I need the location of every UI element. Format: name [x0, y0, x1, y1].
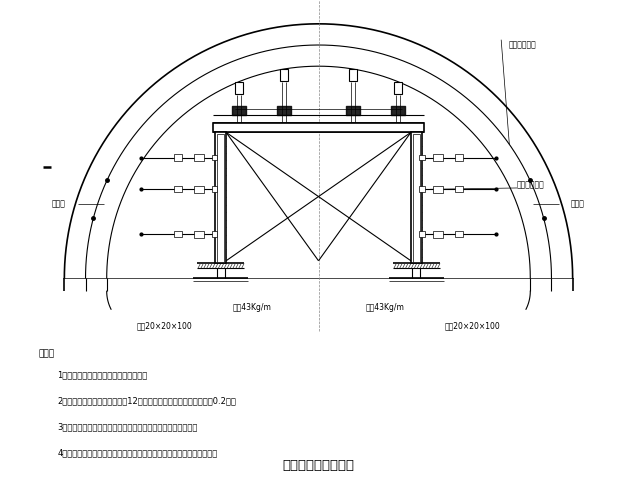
- Bar: [280, 69, 289, 81]
- Text: 3、台车脚采用在边墙脚内的预埋件固定，以防砼灌注时内移。: 3、台车脚采用在边墙脚内的预埋件固定，以防砼灌注时内移。: [57, 422, 197, 431]
- Bar: [235, 82, 243, 94]
- Bar: [174, 154, 182, 161]
- Bar: [217, 134, 224, 262]
- Text: 2、采用整体式模板台车，长度12米，下一组和上一组模板搭接长度0.2米；: 2、采用整体式模板台车，长度12米，下一组和上一组模板搭接长度0.2米；: [57, 396, 236, 405]
- Bar: [211, 154, 217, 161]
- Bar: [213, 123, 424, 132]
- Bar: [419, 231, 425, 237]
- Text: 台车固定镙杆: 台车固定镙杆: [517, 181, 545, 190]
- Bar: [433, 154, 443, 161]
- Text: 4、靠近拱脚处的模板支撑采用套筒镙杆，其余部分采用油缸调节模板。: 4、靠近拱脚处的模板支撑采用套筒镙杆，其余部分采用油缸调节模板。: [57, 448, 218, 457]
- Bar: [211, 231, 217, 237]
- Text: 隧道内轮廓线: 隧道内轮廓线: [509, 41, 537, 50]
- Bar: [215, 132, 226, 263]
- Text: 说明：: 说明：: [38, 349, 54, 358]
- Bar: [419, 154, 425, 161]
- Bar: [194, 230, 204, 238]
- Bar: [194, 185, 204, 193]
- Bar: [211, 186, 217, 192]
- Bar: [411, 132, 422, 263]
- Text: 模板台车结构示意图: 模板台车结构示意图: [282, 459, 355, 472]
- Bar: [348, 69, 357, 81]
- Bar: [174, 186, 182, 193]
- Text: 预埋件: 预埋件: [52, 199, 66, 208]
- Text: 枕木20×20×100: 枕木20×20×100: [137, 321, 193, 330]
- Bar: [394, 82, 402, 94]
- Bar: [433, 185, 443, 193]
- Text: 1、本图仅为示意，本图单位以厘米计；: 1、本图仅为示意，本图单位以厘米计；: [57, 370, 148, 380]
- Text: 预埋件: 预埋件: [571, 199, 585, 208]
- Bar: [194, 154, 204, 161]
- Text: 枕木20×20×100: 枕木20×20×100: [444, 321, 500, 330]
- Bar: [455, 231, 463, 238]
- Bar: [455, 186, 463, 193]
- Text: 钢轨43Kg/m: 钢轨43Kg/m: [365, 303, 404, 312]
- Bar: [455, 154, 463, 161]
- Bar: [419, 186, 425, 192]
- Bar: [433, 230, 443, 238]
- Bar: [413, 134, 420, 262]
- Bar: [174, 231, 182, 238]
- Text: 钢轨43Kg/m: 钢轨43Kg/m: [233, 303, 272, 312]
